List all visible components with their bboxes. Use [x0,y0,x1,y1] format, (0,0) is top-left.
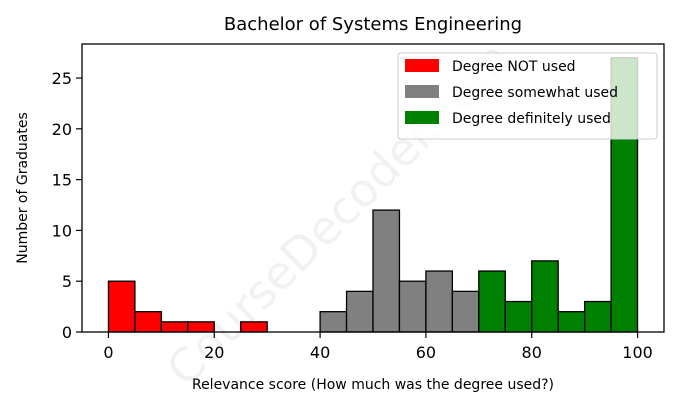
y-tick-label: 20 [52,120,72,139]
x-tick-label: 100 [622,343,653,362]
y-axis-label: Number of Graduates [15,112,31,264]
x-tick-label: 40 [310,343,330,362]
axes-group: 0 20 40 60 80 100 0 5 10 15 20 25 [52,43,665,362]
x-tick-label: 60 [416,343,436,362]
x-tick-label: 20 [204,343,224,362]
histogram-bar [372,209,401,333]
histogram-bar [531,260,559,333]
histogram-bar [425,270,454,333]
y-tick-label: 10 [52,221,72,240]
y-tick-label: 25 [52,69,72,88]
legend-swatch [405,59,439,72]
histogram-bar [398,280,427,333]
x-axis-label: Relevance score (How much was the degree… [192,377,554,393]
legend-swatch [405,111,439,124]
histogram-bar [160,321,189,333]
histogram-bar [134,311,163,333]
y-tick-label: 15 [52,171,72,190]
legend: Degree NOT used Degree somewhat used Degre… [397,52,658,140]
histogram-bar [451,290,480,333]
histogram-bar [240,321,268,333]
legend-label: Degree NOT used [452,59,576,75]
histogram-bar [345,290,374,333]
y-tick-label: 5 [62,272,72,291]
legend-swatch [405,85,439,98]
histogram-bar [107,280,136,333]
x-tick-label: 80 [522,343,542,362]
chart-title: Bachelor of Systems Engineering [224,14,522,35]
legend-label: Degree somewhat used [452,85,618,101]
legend-box [397,52,658,140]
histogram-bar [319,311,348,333]
histogram-bar [187,321,215,333]
histogram-bar [557,311,586,333]
histogram-bar [583,300,612,333]
histogram-bar [478,270,506,333]
x-tick-label: 0 [103,343,113,362]
legend-label: Degree definitely used [452,111,611,127]
histogram-bar [504,300,533,333]
plot-frame [81,43,665,333]
y-tick-label: 0 [62,323,72,342]
